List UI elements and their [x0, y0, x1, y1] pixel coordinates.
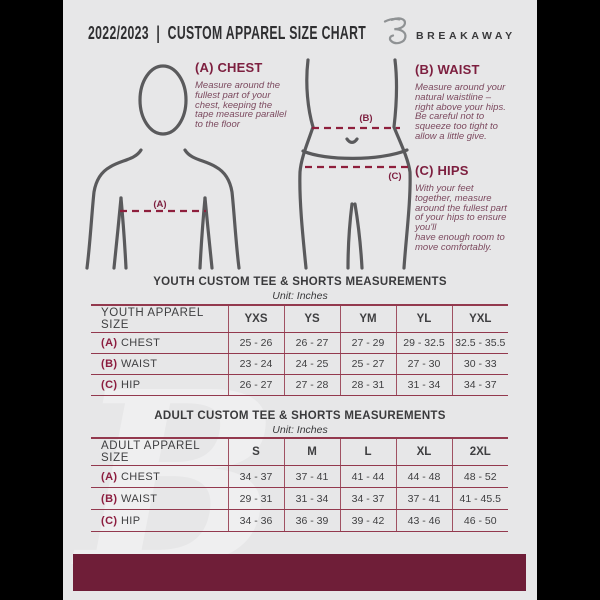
table-header-row: ADULT APPAREL SIZE S M L XL 2XL: [91, 438, 508, 466]
row-label: (B) WAIST: [91, 487, 228, 510]
row-label: (C) HIP: [91, 509, 228, 532]
measurement-cell: 34 - 37: [227, 465, 284, 488]
measurement-cell: 31 - 34: [395, 374, 452, 396]
table-row: (A) CHEST 34 - 37 37 - 41 41 - 44 44 - 48 48 …: [91, 465, 508, 488]
waist-marker-label: (B): [359, 113, 373, 124]
adult-size-table: ADULT APPAREL SIZE S M L XL 2XL (A) CHEST 34 - …: [91, 437, 508, 532]
size-column-header: YL: [395, 305, 452, 333]
adult-table-title: ADULT CUSTOM TEE & SHORTS MEASUREMENTS: [154, 410, 446, 422]
waist-body-text: Measure around your natural waistline – …: [415, 82, 506, 142]
measurement-cell: 25 - 26: [227, 332, 284, 354]
size-column-header: L: [339, 438, 396, 466]
measurement-cell: 25 - 27: [339, 353, 396, 375]
measurement-cell: 39 - 42: [339, 509, 396, 532]
size-table-label-header: ADULT APPAREL SIZE: [91, 438, 228, 466]
measurement-cell: 26 - 27: [283, 332, 340, 354]
measurement-cell: 36 - 39: [283, 509, 340, 532]
hips-instructions: (C) HIPS With your feet together, measur…: [415, 163, 537, 253]
row-label: (A) CHEST: [91, 465, 228, 488]
measurement-cell: 27 - 28: [283, 374, 340, 396]
measurement-cell: 31 - 34: [283, 487, 340, 510]
row-prefix: (B): [101, 492, 118, 505]
measurement-diagram: [85, 58, 412, 270]
figure-head: [138, 64, 188, 136]
row-prefix: (A): [101, 337, 118, 349]
measurement-cell: 24 - 25: [283, 353, 340, 375]
size-column-header: 2XL: [451, 438, 508, 466]
measurement-cell: 27 - 29: [339, 332, 396, 354]
row-label: (A) CHEST: [91, 332, 228, 354]
size-column-header: YM: [339, 305, 396, 333]
row-prefix: (B): [101, 358, 118, 370]
chest-heading: (A) CHEST: [195, 60, 263, 75]
measurement-cell: 28 - 31: [339, 374, 396, 396]
measurement-cell: 34 - 37: [451, 374, 508, 396]
size-column-header: S: [227, 438, 284, 466]
hips-marker-label: (C): [388, 171, 402, 182]
footer-accent-bar: [73, 554, 526, 591]
size-column-header: M: [283, 438, 340, 466]
size-column-header: XL: [395, 438, 452, 466]
size-column-header: YS: [283, 305, 340, 333]
table-header-row: YOUTH APPAREL SIZE YXS YS YM YL YXL: [91, 305, 508, 333]
youth-size-table: YOUTH APPAREL SIZE YXS YS YM YL YXL (A) CHEST 2…: [91, 304, 508, 396]
measurement-cell: 37 - 41: [395, 487, 452, 510]
size-table-label-header: YOUTH APPAREL SIZE: [91, 305, 228, 333]
brand-name: BREAKAWAY: [416, 30, 516, 42]
measurement-cell: 32.5 - 35.5: [451, 332, 508, 354]
measurement-cell: 44 - 48: [395, 465, 452, 488]
measurement-cell: 29 - 31: [227, 487, 284, 510]
chest-body-text: Measure around the fullest part of your …: [195, 80, 287, 131]
table-row: (B) WAIST 23 - 24 24 - 25 25 - 27 27 - 30 30 …: [91, 353, 508, 375]
measurement-cell: 27 - 30: [395, 353, 452, 375]
table-row: (B) WAIST 29 - 31 31 - 34 34 - 37 37 - 41 41 …: [91, 487, 508, 510]
measurement-cell: 34 - 36: [227, 509, 284, 532]
measurement-cell: 41 - 45.5: [451, 487, 508, 510]
measurement-cell: 43 - 46: [395, 509, 452, 532]
row-prefix: (C): [101, 379, 118, 391]
adult-table-unit: Unit: Inches: [272, 424, 328, 436]
row-prefix: (A): [101, 470, 118, 483]
measurement-cell: 41 - 44: [339, 465, 396, 488]
breakaway-b-logo-icon: [383, 17, 407, 45]
row-label: (B) WAIST: [91, 353, 228, 375]
table-row: (C) HIP 26 - 27 27 - 28 28 - 31 31 - 34 34 - …: [91, 374, 508, 396]
page-title: 2022/2023 | CUSTOM APPAREL SIZE CHART: [88, 23, 367, 43]
youth-table-unit: Unit: Inches: [272, 290, 328, 302]
table-row: (A) CHEST 25 - 26 26 - 27 27 - 29 29 - 32.5 3…: [91, 332, 508, 354]
size-column-header: YXL: [451, 305, 508, 333]
brand-lockup: BREAKAWAY: [381, 13, 516, 47]
size-column-header: YXS: [227, 305, 284, 333]
youth-table-title: YOUTH CUSTOM TEE & SHORTS MEASUREMENTS: [153, 276, 447, 288]
hips-heading: (C) HIPS: [415, 163, 469, 178]
waist-instructions: (B) WAIST Measure around your natural wa…: [415, 62, 527, 142]
measurement-cell: 23 - 24: [227, 353, 284, 375]
measurement-cell: 46 - 50: [451, 509, 508, 532]
row-prefix: (C): [101, 514, 118, 527]
measurement-cell: 34 - 37: [339, 487, 396, 510]
measurement-cell: 48 - 52: [451, 465, 508, 488]
hips-body-text: With your feet together, measure around …: [415, 183, 507, 253]
size-chart-page: 2022/2023 | CUSTOM APPAREL SIZE CHART BR…: [63, 0, 537, 600]
chest-marker-label: (A): [153, 199, 167, 210]
measurement-cell: 30 - 33: [451, 353, 508, 375]
measurement-cell: 37 - 41: [283, 465, 340, 488]
row-label: (C) HIP: [91, 374, 228, 396]
measurement-cell: 29 - 32.5: [395, 332, 452, 354]
waist-heading: (B) WAIST: [415, 62, 480, 77]
chest-instructions: (A) CHEST Measure around the fullest par…: [195, 60, 313, 130]
measurement-cell: 26 - 27: [227, 374, 284, 396]
table-row: (C) HIP 34 - 36 36 - 39 39 - 42 43 - 46 46 - …: [91, 509, 508, 532]
